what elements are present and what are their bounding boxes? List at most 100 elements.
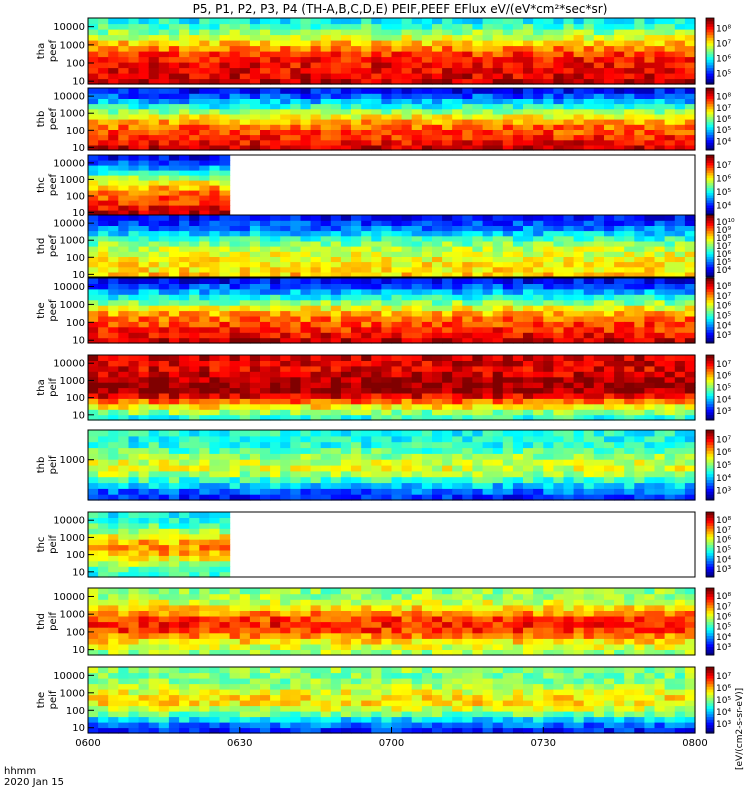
spectrogram-cell	[98, 365, 109, 372]
spectrogram-cell	[158, 321, 170, 328]
spectrogram-cell	[270, 67, 281, 74]
spectrogram-cell	[411, 376, 423, 383]
spectrogram-cell	[492, 447, 504, 454]
spectrogram-cell	[634, 144, 645, 151]
spectrogram-cell	[563, 230, 575, 237]
spectrogram-cell	[624, 73, 635, 80]
colorbar-segment	[706, 283, 714, 287]
spectrogram-cell	[219, 200, 231, 206]
spectrogram-cell	[239, 129, 251, 136]
spectrogram-cell	[381, 45, 393, 52]
spectrogram-cell	[502, 453, 514, 460]
spectrogram-cell	[219, 360, 231, 367]
spectrogram-cell	[664, 139, 676, 146]
spectrogram-cell	[280, 414, 291, 421]
spectrogram-cell	[168, 435, 180, 443]
spectrogram-cell	[482, 225, 494, 232]
spectrogram-cell	[239, 355, 251, 361]
spectrogram-cell	[320, 355, 332, 361]
spectrogram-cell	[492, 78, 504, 85]
spectrogram-cell	[280, 337, 291, 344]
spectrogram-cell	[432, 56, 443, 63]
spectrogram-cell	[108, 403, 119, 410]
spectrogram-cell	[351, 488, 362, 495]
spectrogram-cell	[472, 447, 484, 454]
spectrogram-cell	[351, 235, 362, 242]
spectrogram-cell	[614, 403, 625, 410]
spectrogram-cell	[634, 246, 645, 252]
spectrogram-cell	[492, 441, 504, 449]
spectrogram-cell	[239, 256, 251, 263]
spectrogram-cell	[199, 476, 210, 484]
spectrogram-cell	[432, 251, 443, 257]
spectrogram-cell	[624, 315, 635, 322]
spectrogram-cell	[644, 98, 656, 105]
spectrogram-cell	[229, 266, 241, 273]
spectrogram-cell	[158, 225, 170, 232]
colorbar-segment	[706, 172, 714, 176]
spectrogram-cell	[543, 40, 554, 47]
spectrogram-cell	[138, 470, 150, 478]
spectrogram-cell	[351, 98, 362, 105]
spectrogram-cell	[118, 256, 129, 263]
spectrogram-cell	[482, 119, 494, 125]
spectrogram-cell	[260, 482, 271, 489]
spectrogram-cell	[684, 283, 696, 290]
spectrogram-cell	[411, 113, 423, 120]
spectrogram-cell	[442, 447, 453, 454]
spectrogram-cell	[583, 261, 595, 268]
spectrogram-cell	[573, 476, 585, 484]
spectrogram-cell	[189, 283, 200, 290]
spectrogram-cell	[260, 88, 271, 94]
spectrogram-cell	[563, 40, 575, 47]
spectrogram-cell	[502, 45, 514, 52]
spectrogram-cell	[381, 139, 393, 146]
spectrogram-cell	[634, 305, 645, 312]
spectrogram-cell	[573, 283, 585, 290]
spectrogram-cell	[118, 88, 129, 94]
spectrogram-cell	[563, 332, 575, 339]
spectrogram-cell	[462, 256, 473, 263]
spectrogram-cell	[411, 326, 423, 333]
spectrogram-cell	[644, 494, 656, 501]
spectrogram-cell	[361, 310, 372, 317]
spectrogram-cell	[614, 299, 625, 306]
spectrogram-cell	[189, 45, 200, 52]
spectrogram-cell	[330, 139, 342, 146]
spectrogram-cell	[442, 220, 453, 226]
spectrogram-cell	[209, 387, 221, 394]
spectrogram-cell	[583, 430, 595, 437]
spectrogram-cell	[624, 139, 635, 146]
spectrogram-cell	[593, 465, 605, 472]
colorbar-segment	[706, 555, 714, 559]
spectrogram-cell	[644, 305, 656, 312]
spectrogram-cell	[472, 376, 484, 383]
spectrogram-cell	[381, 108, 393, 115]
spectrogram-cell	[209, 88, 221, 94]
spectrogram-cell	[644, 29, 656, 36]
spectrogram-cell	[421, 470, 433, 478]
spectrogram-cell	[664, 119, 676, 125]
spectrogram-cell	[219, 482, 231, 489]
spectrogram-cell	[168, 522, 180, 529]
spectrogram-cell	[229, 18, 241, 25]
spectrogram-cell	[168, 144, 180, 151]
spectrogram-cell	[442, 103, 453, 110]
spectrogram-cell	[108, 124, 119, 130]
spectrogram-cell	[472, 315, 484, 322]
spectrogram-cell	[421, 337, 433, 344]
colorbar-segment	[706, 144, 714, 148]
spectrogram-cell	[492, 321, 504, 328]
spectrogram-cell	[229, 337, 241, 344]
spectrogram-cell	[573, 360, 585, 367]
spectrogram-cell	[371, 332, 382, 339]
spectrogram-cell	[462, 67, 473, 74]
spectrogram-cell	[330, 447, 342, 454]
spectrogram-cell	[88, 155, 99, 161]
spectrogram-cell	[88, 365, 99, 372]
spectrogram-cell	[553, 288, 565, 295]
colorbar-segment	[706, 18, 714, 22]
spectrogram-cell	[260, 494, 271, 501]
spectrogram-cell	[523, 441, 534, 449]
spectrogram-cell	[199, 326, 210, 333]
